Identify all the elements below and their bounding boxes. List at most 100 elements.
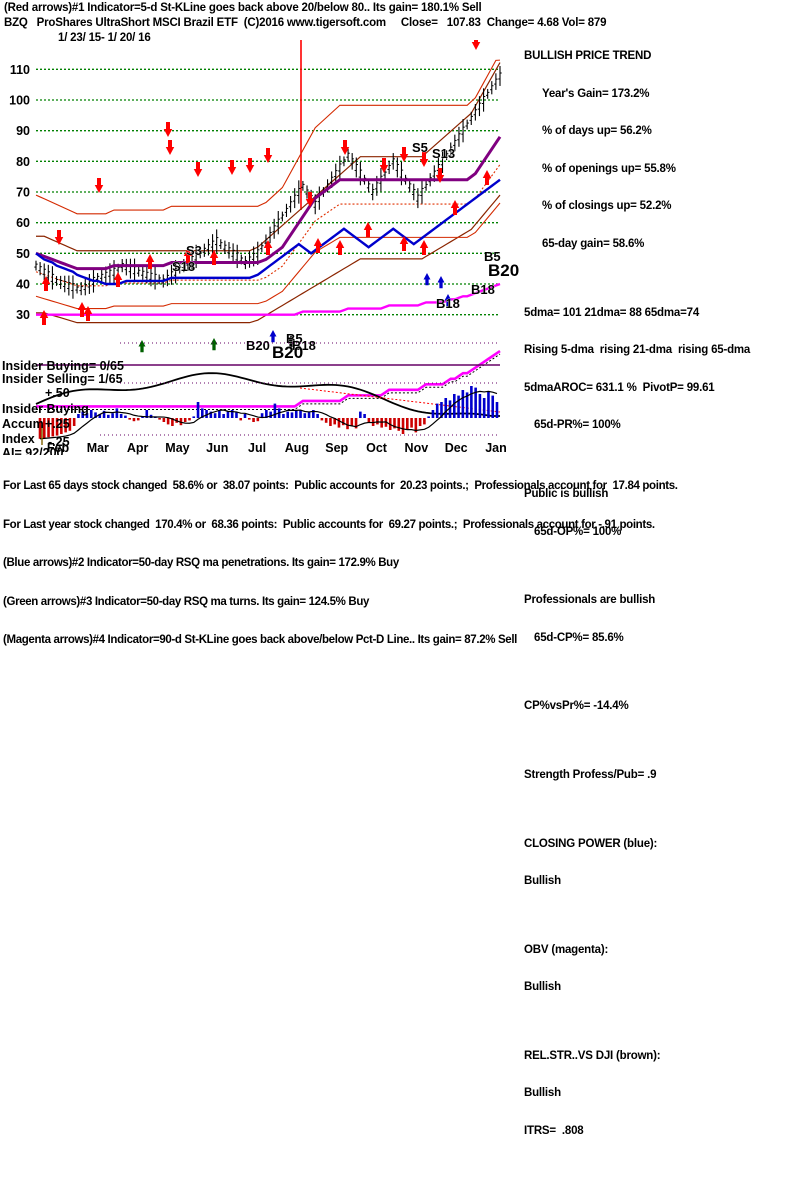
sell-arrow-icon (54, 230, 64, 245)
info-spacer-7 (524, 913, 800, 920)
buy-arrow-icon (77, 302, 87, 317)
label-ai-value: AI= 92/200 (2, 446, 64, 455)
x-axis-month-oct: Oct (366, 441, 388, 455)
signal-marker-s13: S13 (432, 146, 455, 161)
y-axis-tick-90: 90 (16, 124, 30, 138)
month-axis-labels: Feb Mar Apr May Jun Jul Aug Sep Oct Nov Dec Jan (47, 441, 507, 455)
buy-arrow-icon (138, 340, 146, 353)
note-indicator-2: (Blue arrows)#2 Indicator=50-day RSQ ma … (3, 557, 399, 569)
series-red-upper-band (35, 59, 501, 215)
y-axis-tick-40: 40 (16, 278, 30, 292)
y-axis-tick-100: 100 (9, 94, 30, 108)
info-strength-profess-pub: Strength Profess/Pub= .9 (524, 768, 657, 781)
info-spacer-9 (524, 1163, 800, 1170)
buy-arrow-icon (399, 236, 409, 251)
sell-arrow-icon (305, 192, 315, 207)
buy-arrow-icon (313, 238, 323, 253)
signal-marker-b5: B5 (484, 249, 501, 264)
y-axis-tick-80: 80 (16, 155, 30, 169)
series-closing-power (35, 178, 501, 286)
series-insider-dotted (36, 353, 501, 410)
sell-arrow-icon (419, 152, 429, 167)
buy-arrow-icon (419, 240, 429, 255)
panel-text-labels: Insider Buying= 0/65 Insider Selling= 1/… (2, 359, 124, 455)
insider-panel (35, 342, 501, 417)
label-plus-50: +.50 (45, 386, 70, 400)
indicator-1-description: (Red arrows)#1 Indicator=5-d St-KLine go… (4, 2, 482, 14)
bottom-summary-notes: For Last 65 days stock changed 58.6% or … (3, 455, 799, 672)
buy-arrow-icon (287, 335, 295, 347)
buy-arrow-icon (145, 254, 155, 269)
signal-marker-s18: S18 (172, 259, 195, 274)
info-obv-value: Bullish (524, 981, 561, 994)
sell-arrow-icon (227, 160, 237, 175)
label-insider-buying: Insider Buying (2, 402, 89, 416)
signal-marker-b20: B20 (272, 343, 303, 362)
series-accum-moving-average (39, 390, 498, 440)
x-axis-month-apr: Apr (127, 441, 149, 455)
x-axis-month-jun: Jun (206, 441, 228, 455)
info-years-gain: Year's Gain= 173.2% (542, 87, 650, 100)
label-index: Index (2, 432, 35, 446)
info-closing-power-value: Bullish (524, 875, 561, 888)
sell-arrow-icon (163, 122, 173, 137)
x-axis-month-nov: Nov (405, 441, 429, 455)
sell-arrow-icon (471, 40, 481, 50)
signal-marker-b5: B5 (286, 331, 303, 346)
info-spacer-10 (524, 1194, 800, 1200)
price-chart-canvas[interactable]: 30 40 50 60 70 80 90 100 110 S3 S18 S5 S13 B5 B18 B20 B… (0, 40, 520, 455)
buy-arrow-icon (450, 200, 460, 215)
info-spacer-1 (524, 276, 800, 283)
info-aroc-pivot: 5dmaAROC= 631.1 % PivotP= 99.61 (524, 381, 715, 394)
sell-arrow-icon (435, 168, 445, 183)
signal-marker-s3: S3 (186, 243, 202, 258)
series-obv (36, 282, 501, 316)
sell-arrow-icon (193, 162, 203, 177)
info-cp-vs-pr: CP%vsPr%= -14.4% (524, 700, 629, 713)
buy-arrow-icon (437, 276, 445, 289)
series-red-lower-band (35, 202, 501, 310)
buy-arrow-icon (263, 240, 273, 255)
buy-arrow-icon (209, 250, 219, 265)
label-accum: Accum (2, 417, 44, 431)
x-axis-month-sep: Sep (325, 441, 348, 455)
info-pct-openings-up: % of openings up= 55.8% (542, 162, 676, 175)
signal-marker-b18: B18 (471, 282, 495, 297)
signal-arrows-group (39, 40, 492, 353)
buy-arrow-icon (423, 273, 431, 286)
buy-arrow-icon (210, 338, 218, 351)
info-spacer-8 (524, 1019, 800, 1026)
info-closing-power-title: CLOSING POWER (blue): (524, 837, 658, 850)
info-pct-days-up: % of days up= 56.2% (542, 125, 652, 138)
price-axis-labels: 30 40 50 60 70 80 90 100 110 (9, 63, 30, 322)
info-obv-title: OBV (magenta): (524, 943, 609, 956)
label-insider-buying-ratio: Insider Buying= 0/65 (2, 359, 124, 373)
buy-arrow-icon (482, 170, 492, 185)
info-title: BULLISH PRICE TREND (524, 50, 652, 62)
info-spacer-5 (524, 738, 800, 745)
x-axis-month-jan: Jan (485, 441, 507, 455)
y-axis-tick-60: 60 (16, 216, 30, 230)
info-public-sentiment: Public is bullish (524, 487, 609, 500)
signal-marker-b20: B20 (488, 261, 519, 280)
signal-marker-b18: B18 (292, 338, 316, 353)
buy-arrow-icon (113, 272, 123, 287)
series-insider-magenta (36, 349, 501, 408)
label-insider-selling-ratio: Insider Selling= 1/65 (2, 372, 123, 386)
y-axis-tick-30: 30 (16, 308, 30, 322)
buy-arrow-icon (183, 248, 193, 263)
buy-arrow-icon (83, 306, 93, 321)
info-itrs: ITRS= .808 (524, 1125, 584, 1138)
series-insider-black (35, 372, 500, 417)
chart-date-range: 1/ 23/ 15- 1/ 20/ 16 (58, 32, 151, 44)
accumulation-index-panel (38, 382, 500, 445)
sell-arrow-icon (94, 178, 104, 193)
label-minus-25: -.25 (48, 435, 70, 449)
sell-arrow-icon (245, 158, 255, 173)
buy-arrow-icon (269, 330, 277, 343)
signal-marker-s5: S5 (412, 140, 428, 155)
note-65day-summary: For Last 65 days stock changed 58.6% or … (3, 480, 678, 492)
sell-arrow-icon (165, 140, 175, 155)
buy-arrow-icon (41, 276, 51, 291)
